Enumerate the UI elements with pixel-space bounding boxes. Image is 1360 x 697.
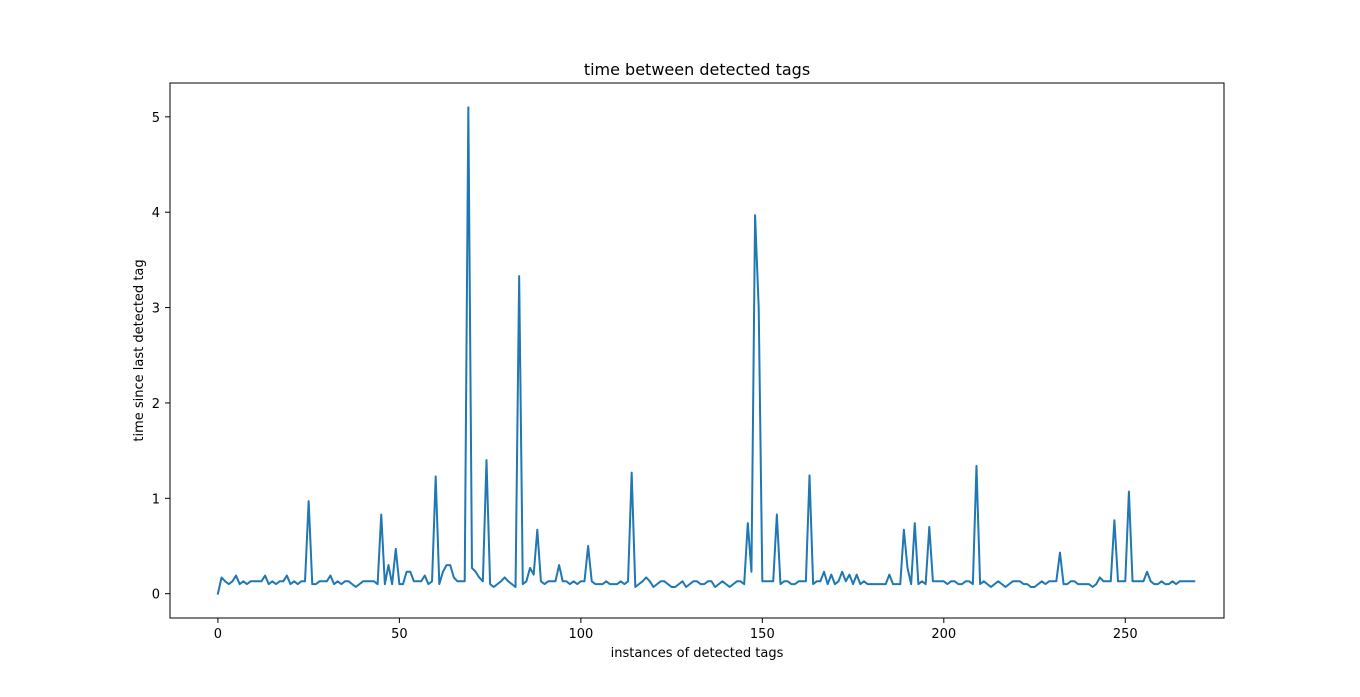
plot-area-frame [169,82,1225,619]
y-axis-label: time since last detected tag [132,259,147,441]
y-tick-label: 1 [152,492,160,507]
x-tick-label: 200 [931,627,956,642]
series-line [216,106,1196,595]
y-tick-label: 4 [152,206,160,221]
x-tick-label: 100 [568,627,593,642]
y-tick-label: 5 [152,111,160,126]
x-axis-ticks: 0 50 100 150 200 250 [214,618,1138,642]
x-tick-label: 50 [391,627,408,642]
x-tick-label: 250 [1113,627,1138,642]
y-tick-label: 0 [152,588,160,603]
chart-title: time between detected tags [584,60,810,79]
y-tick-label: 3 [152,302,160,317]
x-axis-label: instances of detected tags [611,646,784,661]
y-tick-label: 2 [152,397,160,412]
x-tick-label: 150 [750,627,775,642]
y-axis-ticks: 0 1 2 3 4 5 [152,111,170,603]
x-tick-label: 0 [214,627,222,642]
